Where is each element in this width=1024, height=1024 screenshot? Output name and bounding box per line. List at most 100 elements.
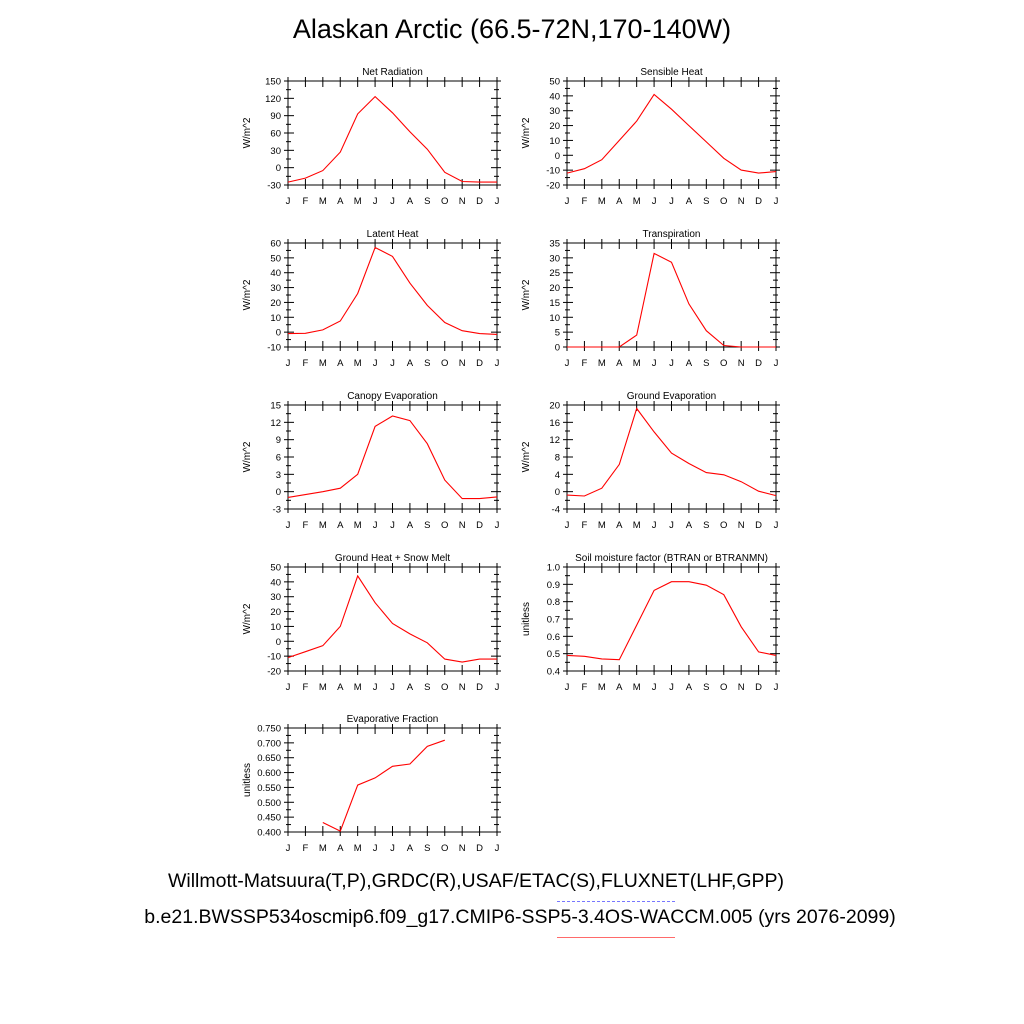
x-tick-label: M bbox=[319, 520, 327, 531]
x-tick-label: F bbox=[303, 843, 309, 854]
x-tick-label: J bbox=[373, 358, 378, 369]
x-tick-label: M bbox=[598, 682, 606, 693]
y-tick-label: 0 bbox=[276, 328, 281, 339]
x-tick-label: N bbox=[738, 196, 745, 207]
y-tick-label: 3 bbox=[276, 470, 281, 481]
x-tick-label: J bbox=[390, 682, 395, 693]
y-tick-label: 20 bbox=[270, 298, 281, 309]
y-axis-label: unitless bbox=[521, 602, 532, 636]
y-tick-label: -10 bbox=[267, 343, 281, 354]
x-tick-label: J bbox=[390, 196, 395, 207]
x-tick-label: A bbox=[616, 520, 623, 531]
x-tick-label: J bbox=[774, 358, 779, 369]
x-tick-label: O bbox=[720, 520, 727, 531]
x-tick-label: O bbox=[720, 682, 727, 693]
y-axis-label: W/m^2 bbox=[242, 279, 253, 310]
x-tick-label: N bbox=[738, 358, 745, 369]
model-series-line bbox=[287, 415, 498, 500]
footer-obs-sources: Willmott-Matsuura(T,P),GRDC(R),USAF/ETAC… bbox=[167, 870, 785, 892]
obs-legend-line bbox=[557, 901, 675, 902]
x-tick-label: M bbox=[598, 196, 606, 207]
y-tick-label: 40 bbox=[270, 577, 281, 588]
x-tick-label: J bbox=[652, 520, 657, 531]
x-tick-label: N bbox=[459, 520, 466, 531]
y-tick-label: 0.9 bbox=[547, 580, 560, 591]
y-tick-label: 10 bbox=[270, 313, 281, 324]
y-axis-label: W/m^2 bbox=[242, 117, 253, 148]
x-tick-label: J bbox=[565, 520, 570, 531]
y-tick-label: -3 bbox=[273, 505, 281, 516]
x-tick-label: F bbox=[582, 196, 588, 207]
x-tick-label: M bbox=[354, 843, 362, 854]
x-tick-label: J bbox=[495, 843, 500, 854]
x-tick-label: J bbox=[286, 196, 291, 207]
y-tick-label: 0 bbox=[276, 487, 281, 498]
x-tick-label: A bbox=[407, 358, 414, 369]
y-tick-label: 20 bbox=[549, 401, 560, 412]
y-tick-label: -4 bbox=[552, 505, 560, 516]
x-tick-label: J bbox=[495, 520, 500, 531]
x-tick-label: M bbox=[354, 196, 362, 207]
x-tick-label: A bbox=[407, 196, 414, 207]
x-tick-label: J bbox=[390, 358, 395, 369]
y-tick-label: 0.500 bbox=[257, 798, 281, 809]
x-tick-label: A bbox=[407, 682, 414, 693]
y-tick-label: -10 bbox=[267, 652, 281, 663]
x-tick-label: M bbox=[633, 520, 641, 531]
y-tick-label: 0.750 bbox=[257, 724, 281, 735]
y-tick-label: 12 bbox=[270, 418, 281, 429]
y-tick-label: 0.600 bbox=[257, 768, 281, 779]
y-tick-label: 20 bbox=[270, 607, 281, 618]
y-axis-label: W/m^2 bbox=[242, 603, 253, 634]
x-tick-label: A bbox=[686, 520, 693, 531]
model-series-line bbox=[567, 252, 776, 348]
x-tick-label: J bbox=[565, 358, 570, 369]
x-tick-label: N bbox=[738, 520, 745, 531]
x-tick-label: N bbox=[459, 843, 466, 854]
y-tick-label: 25 bbox=[549, 268, 560, 279]
x-tick-label: O bbox=[441, 358, 448, 369]
y-tick-label: 16 bbox=[549, 418, 560, 429]
model-series-line bbox=[287, 574, 497, 663]
x-tick-label: D bbox=[755, 682, 762, 693]
x-tick-label: J bbox=[390, 520, 395, 531]
x-tick-label: M bbox=[633, 196, 641, 207]
y-tick-label: 0.550 bbox=[257, 783, 281, 794]
y-tick-label: 0.400 bbox=[257, 828, 281, 839]
x-tick-label: F bbox=[582, 358, 588, 369]
y-axis-label: unitless bbox=[242, 763, 253, 797]
x-tick-label: O bbox=[720, 196, 727, 207]
x-tick-label: J bbox=[774, 682, 779, 693]
y-tick-label: 0 bbox=[555, 151, 560, 162]
y-tick-label: 1.0 bbox=[547, 563, 560, 574]
x-tick-label: J bbox=[669, 196, 674, 207]
x-tick-label: D bbox=[476, 520, 483, 531]
y-tick-label: 0.700 bbox=[257, 738, 281, 749]
x-tick-label: A bbox=[616, 682, 623, 693]
x-tick-label: J bbox=[652, 196, 657, 207]
x-tick-label: D bbox=[476, 196, 483, 207]
x-tick-label: M bbox=[598, 520, 606, 531]
x-tick-label: D bbox=[755, 196, 762, 207]
x-tick-label: M bbox=[598, 358, 606, 369]
y-tick-label: 120 bbox=[265, 94, 281, 105]
y-tick-label: 15 bbox=[549, 298, 560, 309]
x-tick-label: J bbox=[286, 843, 291, 854]
x-tick-label: N bbox=[459, 196, 466, 207]
x-tick-label: S bbox=[703, 196, 709, 207]
x-tick-label: M bbox=[633, 358, 641, 369]
plot-frame bbox=[287, 404, 498, 510]
x-tick-label: J bbox=[390, 843, 395, 854]
x-tick-label: D bbox=[476, 682, 483, 693]
x-tick-label: D bbox=[476, 358, 483, 369]
x-tick-label: F bbox=[303, 520, 309, 531]
y-axis-label: W/m^2 bbox=[521, 279, 532, 310]
y-tick-label: 50 bbox=[270, 253, 281, 264]
model-series-line bbox=[322, 739, 445, 832]
